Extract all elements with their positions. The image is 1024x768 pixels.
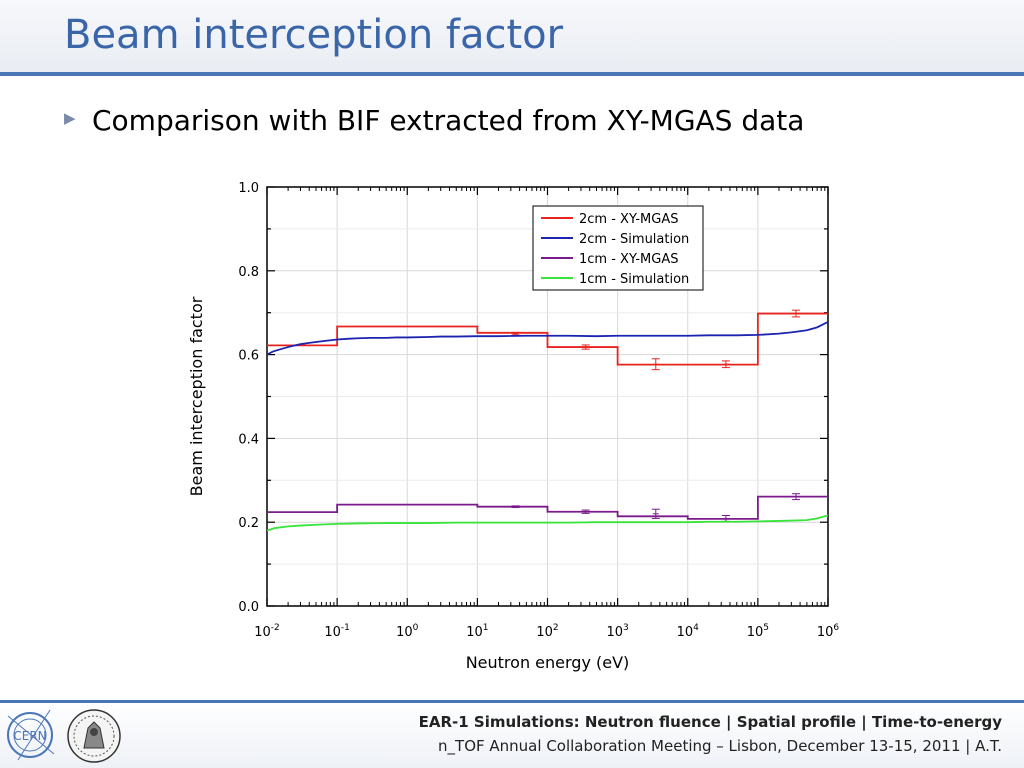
university-seal-icon [67,709,121,763]
series-line-2cm-xy-mgas [267,312,828,366]
legend [532,205,704,291]
title-band [0,0,1024,72]
triangle-right-icon: ▶ [64,109,76,127]
x-tick-label: 102 [536,623,558,640]
x-axis-label: Neutron energy (eV) [466,653,630,672]
y-tick-label: 0.6 [238,349,259,364]
y-tick-label: 0.8 [238,265,259,280]
footer-band [0,703,1024,768]
x-tick-label: 101 [466,623,488,640]
series-line-1cm-simulation [267,514,828,532]
x-tick-label: 103 [606,623,628,640]
y-tick-label: 0.0 [238,600,259,615]
y-axis-label: Beam interception factor [187,296,206,496]
y-tick-label: 0.2 [238,516,259,531]
series-line-1cm-xy-mgas [267,495,828,520]
x-tick-label: 104 [677,623,700,640]
title-divider [0,72,1024,76]
y-tick-label: 0.4 [238,432,259,447]
x-tick-label: 10-2 [254,623,280,640]
bif-chart: 0.0 0.2 0.4 0.6 0.8 1.0 10-2 10-1 100 101 102 103 10… [187,181,840,672]
x-tick-label: 105 [747,623,769,640]
series-group [267,309,828,532]
footer-line-1: EAR-1 Simulations: Neutron fluence | Spa… [418,713,1002,731]
legend-label: 1cm - XY-MGAS [579,252,678,267]
legend-label: 2cm - XY-MGAS [579,212,678,227]
logo-text: CERN [13,729,46,743]
y-tick-label: 1.0 [238,181,259,196]
series-line-2cm-simulation [267,321,828,356]
footer-line-2: n_TOF Annual Collaboration Meeting – Lis… [438,737,1002,755]
footer-divider [0,700,1024,703]
bullet-text: Comparison with BIF extracted from XY-MG… [92,104,805,137]
legend-label: 1cm - Simulation [579,272,689,287]
x-tick-label: 106 [817,623,840,640]
cern-logo-icon: CERN [7,709,55,761]
x-tick-label: 100 [396,623,419,640]
x-tick-label: 10-1 [324,623,350,640]
page-title: Beam interception factor [64,12,564,58]
legend-label: 2cm - Simulation [579,232,689,247]
